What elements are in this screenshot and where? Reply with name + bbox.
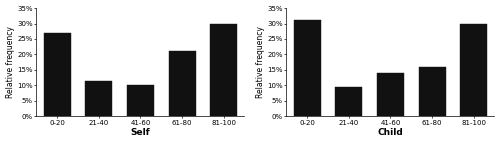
- Bar: [210, 23, 237, 116]
- X-axis label: Self: Self: [130, 128, 150, 137]
- Bar: [377, 73, 404, 116]
- Bar: [294, 20, 321, 116]
- X-axis label: Child: Child: [378, 128, 404, 137]
- Bar: [336, 87, 362, 116]
- Bar: [127, 85, 154, 116]
- Bar: [86, 81, 112, 116]
- Bar: [418, 67, 446, 116]
- Y-axis label: Relative frequency: Relative frequency: [256, 26, 264, 98]
- Bar: [44, 33, 71, 116]
- Y-axis label: Relative frequency: Relative frequency: [6, 26, 15, 98]
- Bar: [460, 23, 487, 116]
- Bar: [168, 51, 196, 116]
